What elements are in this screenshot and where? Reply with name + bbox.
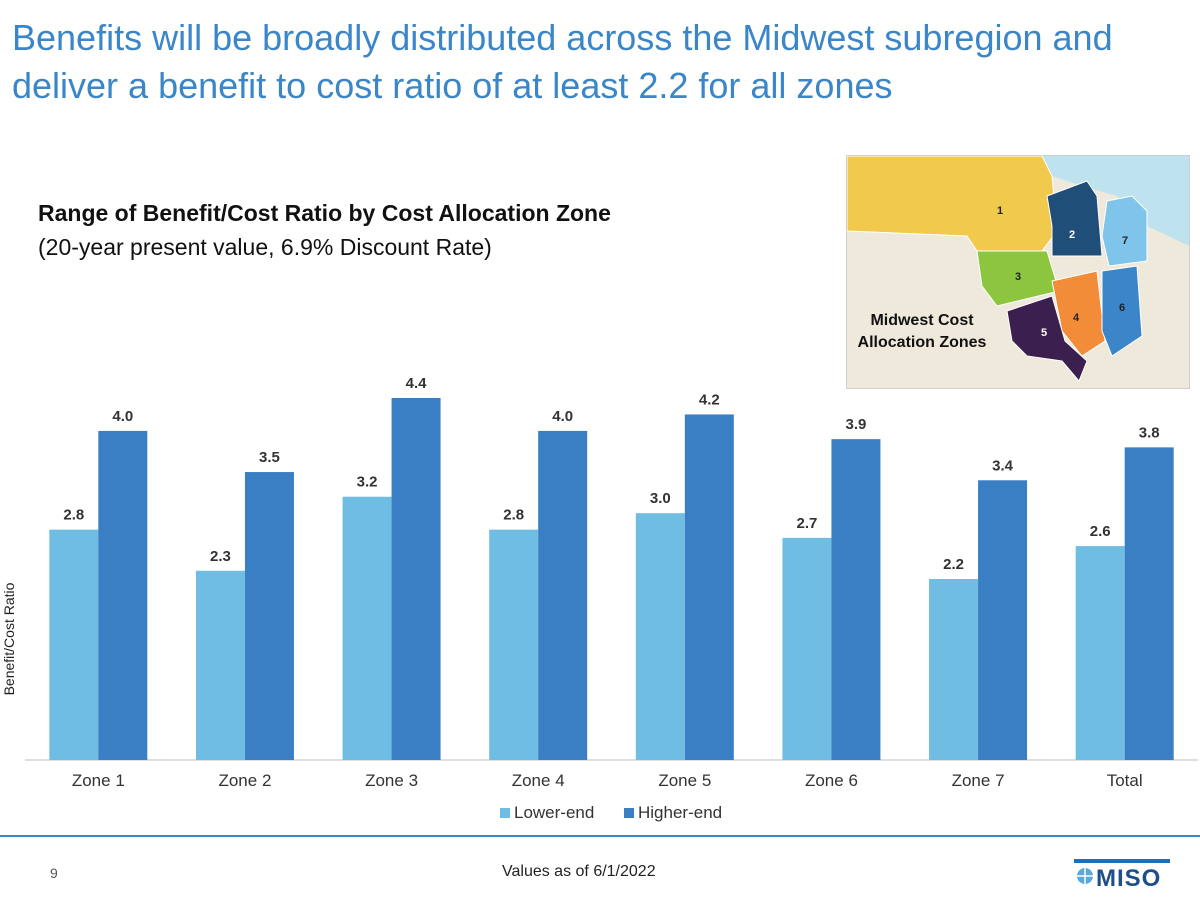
bar-higher-end-4 — [538, 430, 588, 760]
data-label: 3.0 — [650, 490, 671, 507]
zone-map-graphic: 1 2 3 4 5 6 7 — [847, 156, 1189, 388]
data-label: 3.9 — [846, 416, 867, 433]
x-tick-label: Zone 6 — [805, 771, 858, 790]
bar-higher-end-6 — [831, 439, 881, 760]
data-label: 4.4 — [406, 375, 428, 392]
x-tick-label: Zone 2 — [218, 771, 271, 790]
data-label: 2.7 — [797, 515, 818, 532]
legend-label: Higher-end — [638, 803, 722, 822]
zone-5-label: 5 — [1041, 327, 1047, 339]
data-label: 2.3 — [210, 548, 231, 565]
zone-4-label: 4 — [1073, 312, 1080, 324]
data-label: 2.2 — [943, 556, 964, 573]
footer-divider — [0, 835, 1200, 837]
data-label: 4.0 — [112, 408, 133, 425]
miso-logo: MISO — [1074, 855, 1170, 895]
zone-7-label: 7 — [1122, 235, 1128, 247]
map-label: Midwest Cost Allocation Zones — [857, 312, 987, 351]
zone-2-label: 2 — [1069, 229, 1075, 241]
bar-lower-end-5 — [635, 513, 685, 760]
bar-higher-end-2 — [244, 472, 294, 760]
data-label: 3.5 — [259, 449, 280, 466]
data-label: 2.8 — [503, 507, 524, 524]
data-label: 3.2 — [357, 474, 378, 491]
x-tick-label: Zone 4 — [512, 771, 565, 790]
logo-text: MISO — [1096, 865, 1162, 892]
chart-title: Range of Benefit/Cost Ratio by Cost Allo… — [38, 200, 611, 226]
x-tick-label: Total — [1107, 771, 1143, 790]
legend-swatch — [624, 808, 634, 818]
legend-label: Lower-end — [514, 803, 594, 822]
zone-3-label: 3 — [1015, 271, 1021, 283]
logo-bar — [1074, 859, 1170, 863]
data-label: 2.8 — [63, 507, 84, 524]
x-tick-label: Zone 7 — [952, 771, 1005, 790]
page-number: 9 — [50, 865, 58, 881]
bar-lower-end-1 — [49, 529, 99, 760]
bar-lower-end-8 — [1075, 546, 1125, 760]
x-tick-label: Zone 5 — [658, 771, 711, 790]
x-tick-label: Zone 1 — [72, 771, 125, 790]
slide-title: Benefits will be broadly distributed acr… — [12, 17, 1113, 106]
bar-higher-end-7 — [978, 480, 1028, 760]
bar-lower-end-4 — [489, 529, 539, 760]
data-label: 4.0 — [552, 408, 573, 425]
x-tick-label: Zone 3 — [365, 771, 418, 790]
bar-higher-end-5 — [684, 414, 734, 760]
footer-note: Values as of 6/1/2022 — [502, 863, 656, 880]
data-label: 3.4 — [992, 457, 1014, 474]
zone-1-label: 1 — [997, 205, 1003, 217]
zone-6-label: 6 — [1119, 302, 1125, 314]
chart-subtitle: (20-year present value, 6.9% Discount Ra… — [38, 234, 492, 260]
bar-lower-end-6 — [782, 537, 832, 760]
data-label: 3.8 — [1139, 424, 1160, 441]
data-label: 4.2 — [699, 391, 720, 408]
zone-map: 1 2 3 4 5 6 7 Midwest Cost Allocation Zo… — [846, 155, 1190, 389]
data-label: 2.6 — [1090, 523, 1111, 540]
y-axis-label: Benefit/Cost Ratio — [1, 582, 17, 695]
bar-lower-end-3 — [342, 496, 392, 760]
bar-lower-end-7 — [929, 579, 979, 760]
bar-higher-end-8 — [1124, 447, 1174, 760]
bar-lower-end-2 — [195, 570, 245, 760]
bar-higher-end-3 — [391, 398, 441, 760]
globe-icon — [1077, 868, 1093, 884]
bar-higher-end-1 — [98, 430, 148, 760]
legend-swatch — [500, 808, 510, 818]
